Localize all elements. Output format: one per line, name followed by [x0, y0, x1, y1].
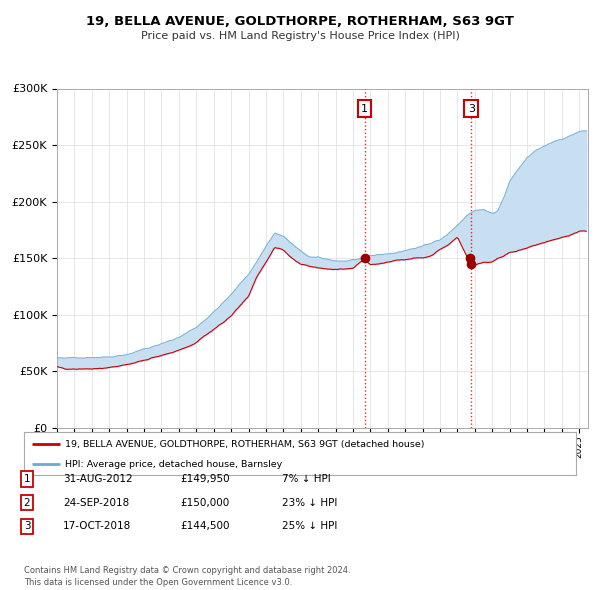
- Text: £149,950: £149,950: [180, 474, 230, 484]
- Text: 1: 1: [361, 104, 368, 114]
- Text: 3: 3: [468, 104, 475, 114]
- Text: Contains HM Land Registry data © Crown copyright and database right 2024.
This d: Contains HM Land Registry data © Crown c…: [24, 566, 350, 587]
- Text: 7% ↓ HPI: 7% ↓ HPI: [282, 474, 331, 484]
- Text: 31-AUG-2012: 31-AUG-2012: [63, 474, 133, 484]
- Text: 2: 2: [23, 498, 31, 507]
- Text: 19, BELLA AVENUE, GOLDTHORPE, ROTHERHAM, S63 9GT (detached house): 19, BELLA AVENUE, GOLDTHORPE, ROTHERHAM,…: [65, 440, 425, 449]
- Text: HPI: Average price, detached house, Barnsley: HPI: Average price, detached house, Barn…: [65, 460, 283, 469]
- Text: 3: 3: [23, 522, 31, 531]
- Text: Price paid vs. HM Land Registry's House Price Index (HPI): Price paid vs. HM Land Registry's House …: [140, 31, 460, 41]
- Text: 17-OCT-2018: 17-OCT-2018: [63, 522, 131, 531]
- Text: 1: 1: [23, 474, 31, 484]
- Text: 25% ↓ HPI: 25% ↓ HPI: [282, 522, 337, 531]
- Text: 19, BELLA AVENUE, GOLDTHORPE, ROTHERHAM, S63 9GT: 19, BELLA AVENUE, GOLDTHORPE, ROTHERHAM,…: [86, 15, 514, 28]
- Text: £144,500: £144,500: [180, 522, 229, 531]
- Text: 23% ↓ HPI: 23% ↓ HPI: [282, 498, 337, 507]
- Text: 24-SEP-2018: 24-SEP-2018: [63, 498, 129, 507]
- Text: £150,000: £150,000: [180, 498, 229, 507]
